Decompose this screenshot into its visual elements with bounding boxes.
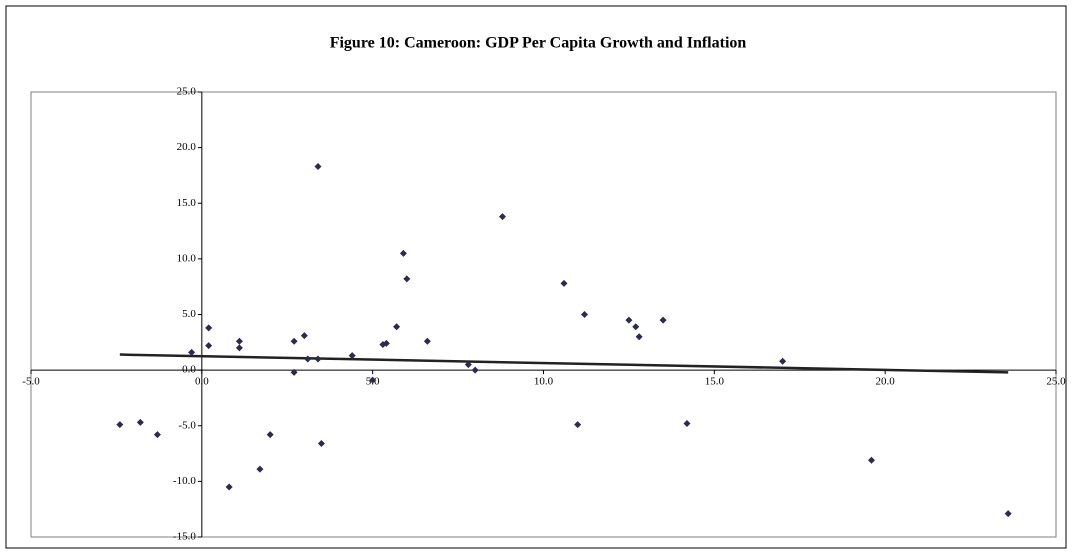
y-tick-label: -15.0 [173, 531, 196, 543]
y-tick-label: 10.0 [177, 252, 197, 264]
plot-area [30, 91, 1057, 538]
data-point [471, 366, 479, 374]
y-tick-label: -5.0 [178, 419, 196, 431]
data-point [423, 337, 431, 345]
data-point [403, 275, 411, 283]
data-point [304, 355, 312, 363]
data-point [314, 355, 322, 363]
data-point [116, 421, 124, 429]
data-point [632, 323, 640, 331]
data-point [574, 421, 582, 429]
data-point [635, 333, 643, 341]
x-tick-label: 15.0 [705, 376, 725, 388]
y-tick-label: -10.0 [173, 475, 196, 487]
data-point [581, 311, 588, 318]
data-point [300, 332, 308, 340]
data-point [560, 279, 568, 287]
data-point [868, 456, 875, 464]
data-point [464, 361, 472, 369]
data-point [399, 249, 407, 257]
y-tick-label: 15.0 [177, 197, 197, 209]
data-point [1004, 510, 1012, 518]
data-point [266, 431, 274, 439]
data-point [205, 342, 213, 350]
data-point [188, 348, 196, 356]
data-point [290, 337, 298, 345]
data-point [683, 420, 691, 428]
x-tick-label: 20.0 [876, 376, 896, 388]
x-tick-label: 25.0 [1046, 376, 1066, 388]
data-point [779, 357, 787, 365]
y-tick-label: 25.0 [177, 86, 197, 98]
data-point [256, 465, 264, 473]
x-tick-label: 10.0 [534, 376, 554, 388]
trend-line [119, 353, 1009, 374]
x-tick-label: 0.0 [195, 376, 209, 388]
data-point [348, 352, 356, 360]
y-tick-label: 0.0 [182, 364, 196, 376]
chart-border [5, 5, 1067, 549]
data-point [369, 376, 377, 384]
data-point [393, 323, 401, 331]
data-point [235, 337, 243, 345]
y-tick-label: 5.0 [182, 308, 196, 320]
data-point [317, 440, 325, 448]
data-point [659, 316, 667, 324]
data-point [382, 339, 390, 347]
data-point [153, 431, 161, 439]
data-point [136, 418, 144, 426]
data-point [235, 344, 243, 352]
data-point [625, 316, 633, 324]
data-point [290, 368, 298, 376]
data-point [205, 324, 213, 332]
data-point [499, 213, 506, 221]
y-tick-label: 20.0 [177, 141, 197, 153]
x-tick-label: -5.0 [22, 376, 40, 388]
data-point [225, 483, 233, 491]
data-point [314, 163, 322, 171]
chart-title: Figure 10: Cameroon: GDP Per Capita Grow… [330, 35, 747, 52]
